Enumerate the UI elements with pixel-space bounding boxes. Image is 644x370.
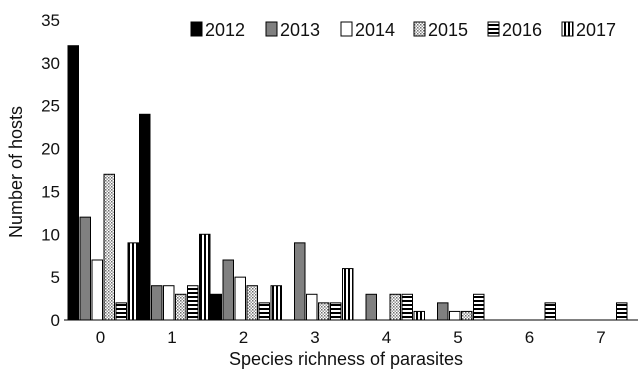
x-axis-ticks: 0 1 2 3 4 5 6 7 (96, 328, 606, 347)
y-axis-title: Number of hosts (6, 106, 26, 238)
bar-2016-3 (330, 302, 342, 321)
bar-2012-2 (210, 293, 222, 321)
legend-swatch-2016 (487, 21, 500, 37)
legend-label-2012: 2012 (205, 20, 245, 40)
x-tick-label: 0 (96, 328, 105, 347)
x-tick-label: 4 (382, 328, 391, 347)
bar-2016-4 (401, 293, 413, 321)
bar-2012-0 (67, 45, 79, 321)
bar-2013-2 (222, 259, 234, 321)
bar-2015-0 (103, 173, 115, 321)
legend-swatch-2015 (413, 21, 426, 37)
y-tick-label: 35 (41, 11, 60, 30)
bar-2014-1 (163, 285, 175, 321)
bar-2013-1 (151, 285, 163, 321)
y-tick-label: 5 (51, 268, 60, 287)
bar-2013-4 (365, 293, 377, 321)
legend-swatch-2013 (265, 21, 278, 37)
x-tick-label: 1 (167, 328, 176, 347)
legend-swatch-2012 (190, 21, 203, 37)
bar-2016-7 (616, 302, 628, 321)
x-tick-label: 7 (596, 328, 605, 347)
x-tick-label: 6 (525, 328, 534, 347)
legend: 2012 2013 2014 2015 2016 2017 (190, 20, 616, 40)
x-tick-label: 3 (310, 328, 319, 347)
bar-2015-2 (246, 285, 258, 321)
y-tick-label: 0 (51, 311, 60, 330)
bar-2015-4 (389, 293, 401, 321)
bars (67, 45, 628, 321)
bar-2013-0 (79, 216, 91, 321)
y-axis-ticks: 0 5 10 15 20 25 30 35 (41, 11, 60, 330)
x-tick-label: 2 (239, 328, 248, 347)
x-tick-label: 5 (453, 328, 462, 347)
bar-2017-3 (342, 268, 354, 321)
bar-2016-6 (544, 302, 556, 321)
bar-2015-5 (461, 310, 473, 321)
y-tick-label: 20 (41, 140, 60, 159)
y-tick-label: 25 (41, 97, 60, 116)
bar-2013-5 (437, 302, 449, 321)
bar-2014-0 (91, 259, 103, 321)
legend-label-2013: 2013 (280, 20, 320, 40)
bar-2013-3 (294, 242, 306, 321)
bar-2014-5 (449, 310, 461, 321)
bar-2016-1 (187, 285, 199, 321)
bar-2017-4 (413, 310, 425, 321)
legend-swatch-2017 (561, 21, 574, 37)
bar-2012-1 (139, 113, 151, 321)
bar-2014-3 (306, 293, 318, 321)
legend-label-2017: 2017 (576, 20, 616, 40)
bar-2016-0 (115, 302, 127, 321)
legend-label-2015: 2015 (428, 20, 468, 40)
bar-2015-1 (175, 293, 187, 321)
legend-label-2014: 2014 (355, 20, 395, 40)
bar-2017-2 (270, 285, 282, 321)
bar-2014-2 (234, 276, 246, 321)
y-tick-label: 15 (41, 182, 60, 201)
legend-swatch-2014 (340, 21, 353, 37)
x-axis-title: Species richness of parasites (229, 349, 463, 369)
y-tick-label: 10 (41, 225, 60, 244)
bar-2017-0 (127, 242, 139, 321)
bar-2015-3 (318, 302, 330, 321)
bar-2017-1 (199, 233, 211, 321)
y-tick-label: 30 (41, 54, 60, 73)
bar-2016-2 (258, 302, 270, 321)
legend-label-2016: 2016 (502, 20, 542, 40)
bar-2016-5 (473, 293, 485, 321)
